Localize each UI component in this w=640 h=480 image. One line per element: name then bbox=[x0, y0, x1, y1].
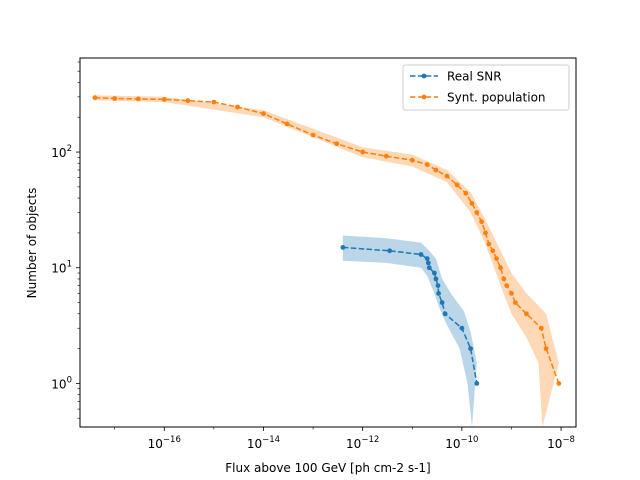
real-snr-point bbox=[432, 270, 437, 276]
x-tick-label: 10−14 bbox=[247, 435, 280, 451]
legend-box bbox=[402, 64, 570, 111]
y-axis-ticks: 100 101 102 bbox=[51, 61, 80, 419]
synt-population-point bbox=[310, 132, 316, 138]
synt-population-point bbox=[483, 230, 488, 236]
synt-population-point bbox=[524, 311, 529, 317]
synt-population-point bbox=[360, 149, 366, 155]
legend-real-snr-marker bbox=[421, 73, 427, 79]
legend-real-snr-label: Real SNR bbox=[447, 70, 502, 84]
real-snr-point bbox=[387, 248, 393, 254]
real-snr-point bbox=[425, 260, 431, 266]
synt-population-point bbox=[498, 265, 503, 271]
synt-population-point bbox=[135, 96, 141, 102]
synt-population-point bbox=[235, 104, 240, 110]
synt-population-point bbox=[474, 210, 480, 215]
synt-population-point bbox=[284, 121, 290, 127]
y-tick-label: 102 bbox=[51, 144, 72, 160]
synt-population-point bbox=[543, 346, 549, 351]
confidence-bands bbox=[94, 95, 559, 427]
synt-population-point bbox=[185, 98, 191, 104]
synt-population-line bbox=[94, 96, 560, 384]
x-tick-label: 10−16 bbox=[148, 435, 181, 451]
real-snr-point bbox=[474, 381, 480, 386]
axes-frame bbox=[79, 57, 577, 428]
synt-population-point bbox=[501, 276, 507, 282]
synt-population-point bbox=[509, 291, 514, 296]
synt-population-point bbox=[454, 182, 460, 188]
synt-population-point bbox=[424, 162, 430, 167]
x-tick-label: 10−10 bbox=[445, 435, 478, 451]
synt-population-point bbox=[444, 173, 450, 179]
real-snr-point bbox=[439, 300, 445, 305]
synt-population-point bbox=[504, 283, 510, 288]
synt-population-point bbox=[261, 111, 266, 116]
synt-population-point bbox=[556, 381, 562, 386]
real-snr-point bbox=[426, 265, 432, 271]
synt-population-point bbox=[486, 241, 492, 247]
synt-population-point bbox=[334, 141, 340, 147]
synt-population-point bbox=[538, 325, 544, 331]
synt-population-band bbox=[94, 95, 559, 427]
x-tick-label: 10−12 bbox=[346, 435, 379, 451]
series-lines bbox=[94, 96, 560, 384]
synt-population-point bbox=[463, 190, 469, 196]
real-snr-point bbox=[435, 283, 441, 288]
series-markers bbox=[92, 95, 562, 386]
synt-population-point bbox=[469, 201, 475, 206]
real-snr-point bbox=[468, 346, 473, 351]
synt-population-point bbox=[513, 300, 518, 305]
legend-synt-population-label: Synt. population bbox=[447, 91, 546, 105]
synt-population-point bbox=[494, 256, 499, 261]
synt-population-point bbox=[112, 96, 118, 101]
synt-population-point bbox=[409, 157, 415, 163]
real-snr-band bbox=[342, 235, 477, 427]
x-axis-label: Flux above 100 GeV [ph cm-2 s-1] bbox=[225, 461, 430, 475]
x-axis-ticks: 10−16 10−14 10−12 10−10 10−8 bbox=[114, 427, 575, 451]
synt-population-point bbox=[211, 99, 217, 105]
legend: Real SNR Synt. population bbox=[402, 64, 570, 111]
synt-population-point bbox=[433, 167, 439, 173]
y-tick-label: 100 bbox=[51, 375, 72, 391]
synt-population-point bbox=[92, 95, 98, 101]
real-snr-point bbox=[459, 325, 465, 331]
synt-population-point bbox=[161, 97, 167, 102]
synt-population-point bbox=[490, 248, 496, 254]
real-snr-point bbox=[433, 276, 439, 282]
real-snr-point bbox=[340, 245, 346, 250]
real-snr-line bbox=[342, 246, 478, 384]
y-tick-label: 101 bbox=[51, 260, 72, 276]
synt-population-point bbox=[383, 153, 389, 159]
y-axis-label: Number of objects bbox=[25, 188, 39, 299]
legend-synt-population-marker bbox=[421, 94, 427, 100]
synt-population-point bbox=[479, 219, 484, 225]
x-tick-label: 10−8 bbox=[547, 435, 575, 451]
real-snr-point bbox=[424, 256, 430, 261]
real-snr-point bbox=[418, 252, 424, 257]
real-snr-point bbox=[442, 311, 448, 317]
real-snr-point bbox=[436, 291, 441, 296]
